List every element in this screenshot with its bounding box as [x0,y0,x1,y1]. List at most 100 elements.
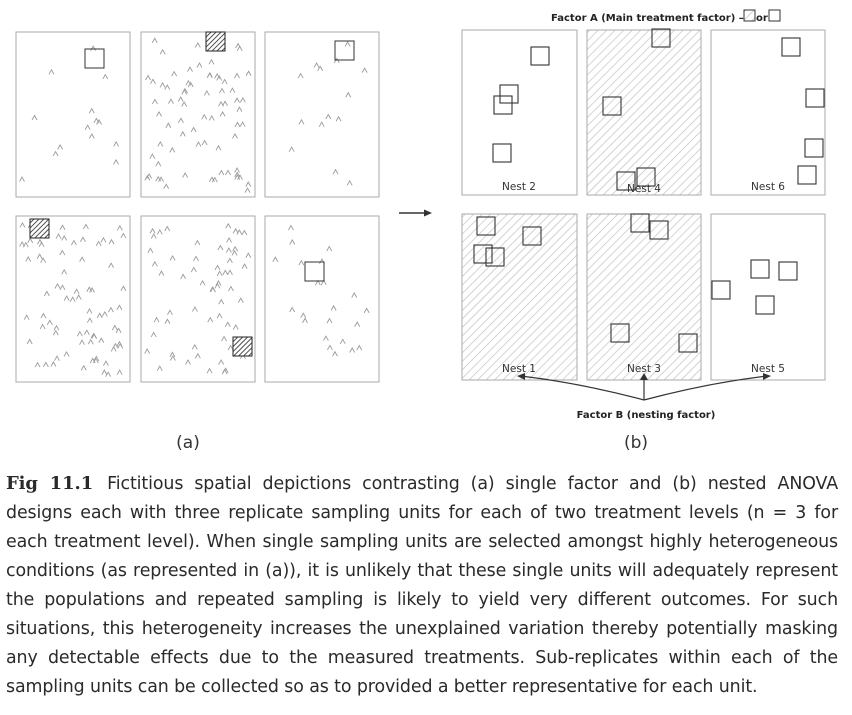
vegetation-mark [169,146,176,153]
vegetation-mark [52,150,59,157]
vegetation-mark [302,317,308,324]
panel-b-label: (b) [624,433,648,453]
vegetation-mark [229,87,236,93]
vegetation-mark [185,79,192,86]
factor-a-hatched-key [743,9,756,22]
vegetation-mark [93,355,100,362]
vegetation-mark [219,87,225,94]
sampling-unit-hatched [29,218,50,239]
vegetation-mark [151,37,158,43]
vegetation-mark [325,113,332,120]
vegetation-mark [216,270,223,277]
vegetation-mark [155,175,162,182]
vegetation-mark [163,183,170,189]
vegetation-mark [232,132,238,139]
vegetation-mark [59,249,66,256]
factor-a-or: or [756,13,768,24]
vegetation-mark [225,169,231,176]
vegetation-mark [234,171,241,178]
vegetation-mark [225,247,232,253]
vegetation-mark [34,361,41,368]
vegetation-mark [196,62,203,68]
vegetation-mark [330,304,337,311]
vegetation-mark [237,174,243,180]
vegetation-mark [209,286,216,292]
vegetation-mark [90,332,97,339]
nest-label: Nest 1 [502,363,536,375]
vegetation-mark [234,167,240,173]
vegetation-mark [190,266,197,273]
vegetation-mark [298,259,305,266]
vegetation-mark [234,121,241,128]
vegetation-mark [199,279,206,286]
vegetation-mark [206,367,213,374]
figure-canvas: (a) Factor A (Main treatment factor) – o… [15,9,826,453]
vegetation-mark [209,176,215,182]
vegetation-mark [108,238,115,245]
vegetation-mark [73,288,80,295]
vegetation-mark [75,294,82,300]
vegetation-mark [88,107,95,114]
vegetation-mark [228,285,234,292]
vegetation-mark [288,224,294,231]
vegetation-mark [356,344,363,351]
figure: (a) Factor A (Main treatment factor) – o… [15,9,826,453]
vegetation-mark [241,263,248,269]
vegetation-mark [61,234,68,241]
nest-label: Nest 4 [627,183,661,195]
vegetation-mark [144,174,151,181]
vegetation-mark [101,369,108,375]
vegetation-mark [19,241,26,247]
vegetation-mark [207,72,213,78]
vegetation-mark [232,245,239,252]
vegetation-mark [76,330,83,337]
vegetation-mark [171,70,178,77]
vegetation-mark [191,343,198,350]
vegetation-mark [108,306,114,313]
vegetation-mark [208,58,215,65]
vegetation-mark [116,369,123,375]
vegetation-mark [164,225,171,232]
vegetation-mark [168,98,174,104]
vegetation-mark [83,329,90,335]
factor-b-arrows [520,375,768,401]
figure-number: Fig 11.1 [6,473,94,494]
vegetation-mark [214,264,221,271]
vegetation-mark [221,335,227,342]
panel-b: Factor A (Main treatment factor) – or [461,9,826,453]
factor-a-plain-key [768,9,781,22]
vegetation-mark [218,298,225,305]
vegetation-mark [59,284,66,291]
vegetation-mark [111,324,118,331]
vegetation-mark [159,48,166,55]
vegetation-mark [144,348,151,354]
vegetation-mark [215,144,222,151]
vegetation-mark [19,176,25,182]
vegetation-mark [298,118,305,125]
vegetation-mark [221,368,228,375]
vegetation-mark [79,256,85,262]
vegetation-mark [26,338,33,345]
vegetation-mark [79,339,85,345]
nest-3 [586,213,702,381]
vegetation-mark [120,285,127,291]
plot-a1 [15,31,131,198]
vegetation-mark [150,78,156,85]
vegetation-mark [236,106,243,112]
vegetation-mark [86,317,93,323]
vegetation-mark [116,340,123,347]
sampling-unit [334,40,355,61]
vegetation-mark [351,292,358,298]
vegetation-mark [149,227,156,234]
vegetation-mark [339,338,346,345]
vegetation-mark [227,344,234,351]
vegetation-mark [25,256,32,262]
vegetation-mark [224,321,231,327]
vegetation-mark [217,244,224,251]
vegetation-mark [219,110,226,117]
vegetation-mark [164,84,171,90]
vegetation-mark [88,133,95,139]
vegetation-mark [52,329,59,336]
vegetation-mark [207,316,214,323]
vegetation-mark [151,260,158,267]
